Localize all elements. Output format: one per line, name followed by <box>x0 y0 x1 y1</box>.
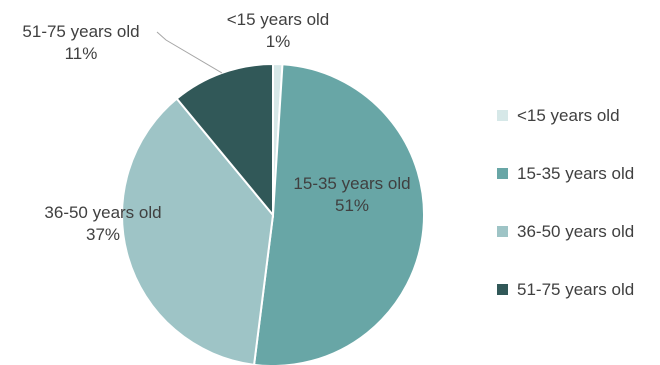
legend-swatch-15-35 <box>497 168 508 179</box>
data-label-category-36-50: 36-50 years old <box>44 203 161 222</box>
legend-swatch-36-50 <box>497 226 508 237</box>
legend-swatch-51-75 <box>497 284 508 295</box>
legend-label-15-35: 15-35 years old <box>517 163 635 183</box>
pie-slice-15-35 <box>253 63 425 365</box>
legend-item-36-50: 36-50 years old <box>497 220 657 243</box>
pie-slice-36-50 <box>121 97 275 365</box>
pie-slice-51-75 <box>175 62 274 218</box>
data-label-category-under-15: <15 years old <box>227 10 330 29</box>
data-label-value-under-15: 1% <box>266 32 291 51</box>
legend-item-15-35: 15-35 years old <box>497 162 657 185</box>
data-label-category-51-75: 51-75 years old <box>22 22 139 41</box>
legend-item-51-75: 51-75 years old <box>497 278 657 301</box>
legend-swatch-under-15 <box>497 110 508 121</box>
legend-item-under-15: <15 years old <box>497 104 657 127</box>
legend-label-51-75: 51-75 years old <box>517 279 635 299</box>
data-label-value-15-35: 51% <box>335 196 369 215</box>
legend-label-36-50: 36-50 years old <box>517 221 635 241</box>
data-label-category-15-35: 15-35 years old <box>293 174 410 193</box>
data-label-value-36-50: 37% <box>86 225 120 244</box>
leader-line-51-75 <box>156 31 223 74</box>
legend: <15 years old 15-35 years old 36-50 year… <box>497 104 657 336</box>
data-label-value-51-75: 11% <box>65 44 98 63</box>
legend-label-under-15: <15 years old <box>517 105 620 125</box>
